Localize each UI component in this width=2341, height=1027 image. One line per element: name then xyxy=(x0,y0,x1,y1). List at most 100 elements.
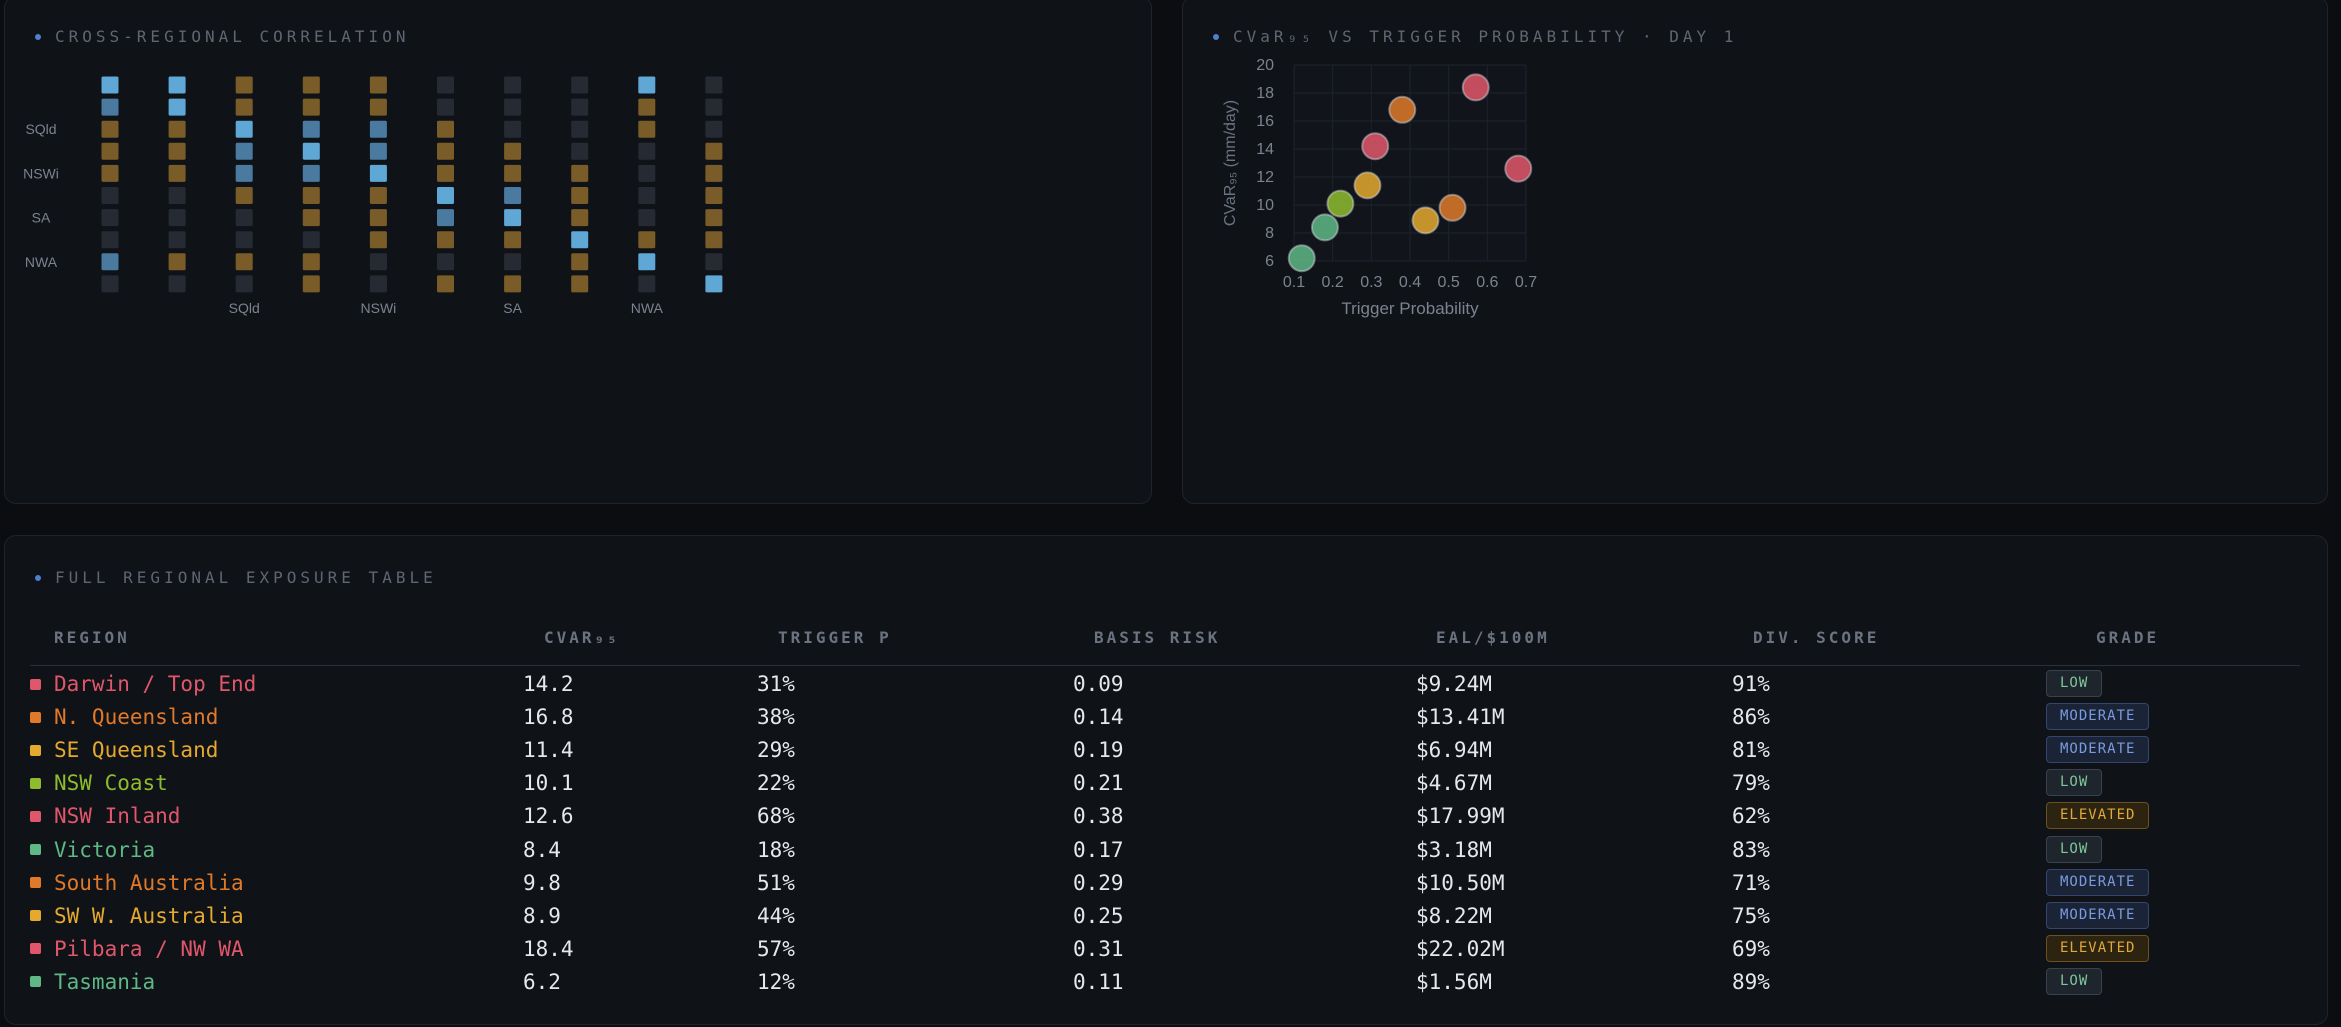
correlation-cell[interactable] xyxy=(369,142,387,160)
correlation-cell[interactable] xyxy=(437,275,454,293)
correlation-cell[interactable] xyxy=(369,120,387,138)
table-row[interactable]: SW W. Australia 8.9 44% 0.25 $8.22M 75% MODERA… xyxy=(30,899,2300,932)
correlation-cell[interactable] xyxy=(705,275,723,293)
correlation-cell[interactable] xyxy=(235,164,253,182)
correlation-cell[interactable] xyxy=(504,120,522,138)
correlation-cell[interactable] xyxy=(302,187,320,204)
correlation-cell[interactable] xyxy=(168,187,186,204)
correlation-cell[interactable] xyxy=(302,142,320,160)
correlation-cell[interactable] xyxy=(302,209,320,227)
correlation-cell[interactable] xyxy=(168,253,186,271)
correlation-cell[interactable] xyxy=(437,253,454,271)
correlation-cell[interactable] xyxy=(302,76,320,94)
correlation-cell[interactable] xyxy=(437,231,454,249)
correlation-cell[interactable] xyxy=(168,120,186,138)
correlation-cell[interactable] xyxy=(705,76,723,94)
correlation-cell[interactable] xyxy=(168,76,186,94)
correlation-cell[interactable] xyxy=(504,76,522,94)
correlation-cell[interactable] xyxy=(571,231,589,249)
correlation-cell[interactable] xyxy=(705,98,723,116)
correlation-cell[interactable] xyxy=(504,142,522,160)
correlation-cell[interactable] xyxy=(571,187,589,204)
correlation-cell[interactable] xyxy=(638,164,656,182)
correlation-cell[interactable] xyxy=(571,275,589,293)
correlation-cell[interactable] xyxy=(705,187,723,204)
scatter-point[interactable] xyxy=(1438,193,1467,222)
correlation-cell[interactable] xyxy=(638,187,656,204)
correlation-cell[interactable] xyxy=(504,164,522,182)
header-div-score[interactable]: DIV. SCORE xyxy=(1753,628,1880,647)
correlation-cell[interactable] xyxy=(504,253,522,271)
header-trigger[interactable]: TRIGGER P xyxy=(778,628,892,647)
correlation-cell[interactable] xyxy=(101,187,119,204)
table-row[interactable]: NSW Inland 12.6 68% 0.38 $17.99M 62% ELEVATED xyxy=(30,799,2300,832)
table-row[interactable]: South Australia 9.8 51% 0.29 $10.50M 71% MODER… xyxy=(30,866,2300,899)
correlation-cell[interactable] xyxy=(302,164,320,182)
correlation-cell[interactable] xyxy=(638,231,656,249)
scatter-point[interactable] xyxy=(1326,189,1355,218)
correlation-cell[interactable] xyxy=(235,98,253,116)
header-cvar[interactable]: CVAR₉₅ xyxy=(544,628,620,647)
correlation-cell[interactable] xyxy=(369,164,387,182)
correlation-cell[interactable] xyxy=(705,120,723,138)
correlation-cell[interactable] xyxy=(101,209,119,227)
correlation-cell[interactable] xyxy=(235,253,253,271)
correlation-cell[interactable] xyxy=(705,164,723,182)
correlation-cell[interactable] xyxy=(437,142,454,160)
table-row[interactable]: Victoria 8.4 18% 0.17 $3.18M 83% LOW xyxy=(30,833,2300,866)
correlation-cell[interactable] xyxy=(302,120,320,138)
correlation-cell[interactable] xyxy=(235,120,253,138)
correlation-cell[interactable] xyxy=(369,187,387,204)
correlation-cell[interactable] xyxy=(101,253,119,271)
correlation-cell[interactable] xyxy=(504,209,522,227)
scatter-point[interactable] xyxy=(1461,73,1490,102)
correlation-cell[interactable] xyxy=(638,142,656,160)
correlation-cell[interactable] xyxy=(437,120,454,138)
correlation-cell[interactable] xyxy=(168,98,186,116)
correlation-cell[interactable] xyxy=(504,98,522,116)
scatter-point[interactable] xyxy=(1388,95,1417,124)
correlation-cell[interactable] xyxy=(369,275,387,293)
correlation-cell[interactable] xyxy=(101,76,119,94)
correlation-cell[interactable] xyxy=(571,209,589,227)
scatter-point[interactable] xyxy=(1287,244,1316,273)
correlation-cell[interactable] xyxy=(437,209,454,227)
correlation-cell[interactable] xyxy=(101,231,119,249)
correlation-cell[interactable] xyxy=(504,231,522,249)
correlation-cell[interactable] xyxy=(101,120,119,138)
table-row[interactable]: Tasmania 6.2 12% 0.11 $1.56M 89% LOW xyxy=(30,965,2300,998)
table-row[interactable]: N. Queensland 16.8 38% 0.14 $13.41M 86% MODERA… xyxy=(30,700,2300,733)
scatter-point[interactable] xyxy=(1361,132,1390,161)
correlation-cell[interactable] xyxy=(168,164,186,182)
correlation-cell[interactable] xyxy=(705,209,723,227)
correlation-cell[interactable] xyxy=(168,142,186,160)
table-row[interactable]: Darwin / Top End 14.2 31% 0.09 $9.24M 91% LOW xyxy=(30,667,2300,700)
correlation-cell[interactable] xyxy=(302,231,320,249)
correlation-cell[interactable] xyxy=(235,209,253,227)
correlation-cell[interactable] xyxy=(369,231,387,249)
scatter-point[interactable] xyxy=(1353,171,1382,200)
header-region[interactable]: REGION xyxy=(54,628,130,647)
correlation-cell[interactable] xyxy=(437,76,454,94)
scatter-point[interactable] xyxy=(1411,206,1440,235)
correlation-cell[interactable] xyxy=(235,231,253,249)
correlation-cell[interactable] xyxy=(369,253,387,271)
header-grade[interactable]: GRADE xyxy=(2096,628,2160,647)
correlation-cell[interactable] xyxy=(235,275,253,293)
correlation-cell[interactable] xyxy=(571,164,589,182)
correlation-cell[interactable] xyxy=(437,164,454,182)
correlation-cell[interactable] xyxy=(235,76,253,94)
correlation-cell[interactable] xyxy=(638,209,656,227)
table-row[interactable]: SE Queensland 11.4 29% 0.19 $6.94M 81% MODERAT… xyxy=(30,733,2300,766)
correlation-cell[interactable] xyxy=(571,120,589,138)
scatter-point[interactable] xyxy=(1504,154,1533,183)
correlation-cell[interactable] xyxy=(302,275,320,293)
correlation-cell[interactable] xyxy=(504,275,522,293)
correlation-cell[interactable] xyxy=(705,231,723,249)
correlation-cell[interactable] xyxy=(101,98,119,116)
correlation-cell[interactable] xyxy=(638,98,656,116)
correlation-cell[interactable] xyxy=(302,253,320,271)
correlation-cell[interactable] xyxy=(168,231,186,249)
header-eal[interactable]: EAL/$100M xyxy=(1436,628,1550,647)
correlation-cell[interactable] xyxy=(101,164,119,182)
